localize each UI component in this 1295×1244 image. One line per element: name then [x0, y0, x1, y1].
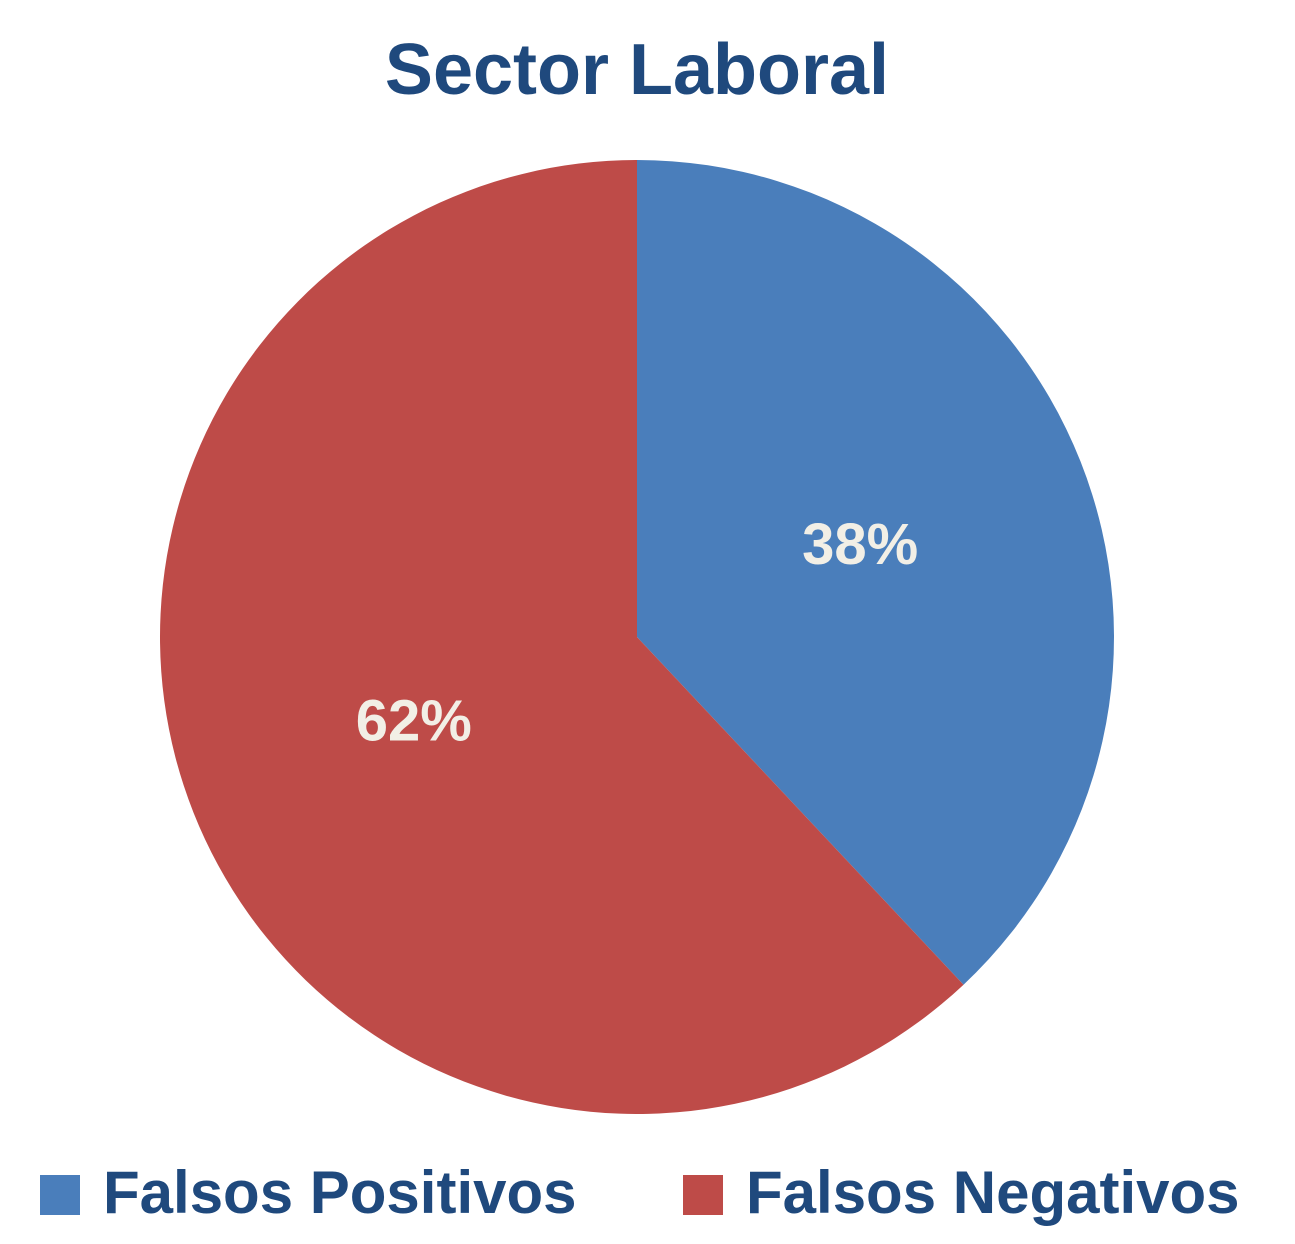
legend-label: Falsos Positivos [103, 1159, 577, 1226]
legend-swatch [683, 1175, 723, 1215]
pie-slice [637, 160, 1114, 985]
data-label: 38% [802, 512, 918, 577]
chart-title: Sector Laboral [385, 30, 889, 110]
legend-swatch [40, 1175, 80, 1215]
pie-slice [159, 160, 964, 1114]
data-label: 62% [356, 689, 472, 754]
legend-label: Falsos Negativos [746, 1159, 1240, 1226]
